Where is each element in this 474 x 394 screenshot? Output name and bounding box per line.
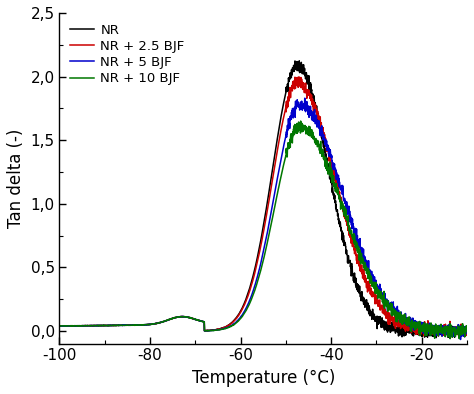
NR	[453, 327, 458, 332]
NR + 10 BJF	[56, 323, 62, 328]
NR + 10 BJF	[298, 119, 303, 123]
Line: NR + 2.5 BJF: NR + 2.5 BJF	[59, 77, 467, 337]
NR	[255, 254, 261, 258]
Line: NR: NR	[59, 61, 467, 338]
Y-axis label: Tan delta (-): Tan delta (-)	[7, 128, 25, 228]
NR + 10 BJF	[453, 334, 458, 339]
NR + 10 BJF	[244, 307, 250, 311]
NR	[433, 335, 439, 340]
NR + 2.5 BJF	[244, 297, 250, 301]
NR + 2.5 BJF	[453, 325, 458, 330]
NR	[296, 58, 302, 63]
NR + 5 BJF	[453, 328, 458, 333]
NR + 5 BJF	[255, 273, 261, 278]
NR + 2.5 BJF	[255, 258, 261, 263]
NR + 5 BJF	[458, 337, 464, 342]
NR	[56, 323, 62, 328]
NR + 2.5 BJF	[448, 335, 454, 339]
NR + 5 BJF	[77, 323, 83, 328]
NR + 5 BJF	[244, 304, 250, 309]
NR + 2.5 BJF	[56, 323, 62, 328]
NR + 2.5 BJF	[77, 323, 83, 328]
Line: NR + 10 BJF: NR + 10 BJF	[59, 121, 467, 339]
NR + 5 BJF	[464, 330, 470, 335]
X-axis label: Temperature (°C): Temperature (°C)	[191, 369, 335, 387]
NR + 10 BJF	[464, 325, 470, 329]
NR + 2.5 BJF	[296, 74, 302, 79]
NR + 2.5 BJF	[378, 304, 383, 309]
NR	[77, 323, 83, 328]
NR + 5 BJF	[378, 291, 383, 296]
NR	[378, 320, 383, 325]
NR + 5 BJF	[56, 324, 62, 329]
Legend: NR, NR + 2.5 BJF, NR + 5 BJF, NR + 10 BJF: NR, NR + 2.5 BJF, NR + 5 BJF, NR + 10 BJ…	[66, 20, 189, 89]
NR + 2.5 BJF	[453, 331, 458, 335]
NR	[453, 326, 458, 331]
NR + 2.5 BJF	[464, 331, 470, 336]
NR	[244, 294, 250, 299]
NR + 10 BJF	[378, 296, 383, 300]
NR + 10 BJF	[255, 279, 261, 283]
NR + 10 BJF	[447, 336, 453, 341]
NR + 5 BJF	[452, 329, 458, 334]
NR + 10 BJF	[77, 323, 83, 328]
NR + 5 BJF	[302, 96, 308, 100]
Line: NR + 5 BJF: NR + 5 BJF	[59, 98, 467, 340]
NR	[464, 324, 470, 329]
NR + 10 BJF	[453, 331, 458, 335]
